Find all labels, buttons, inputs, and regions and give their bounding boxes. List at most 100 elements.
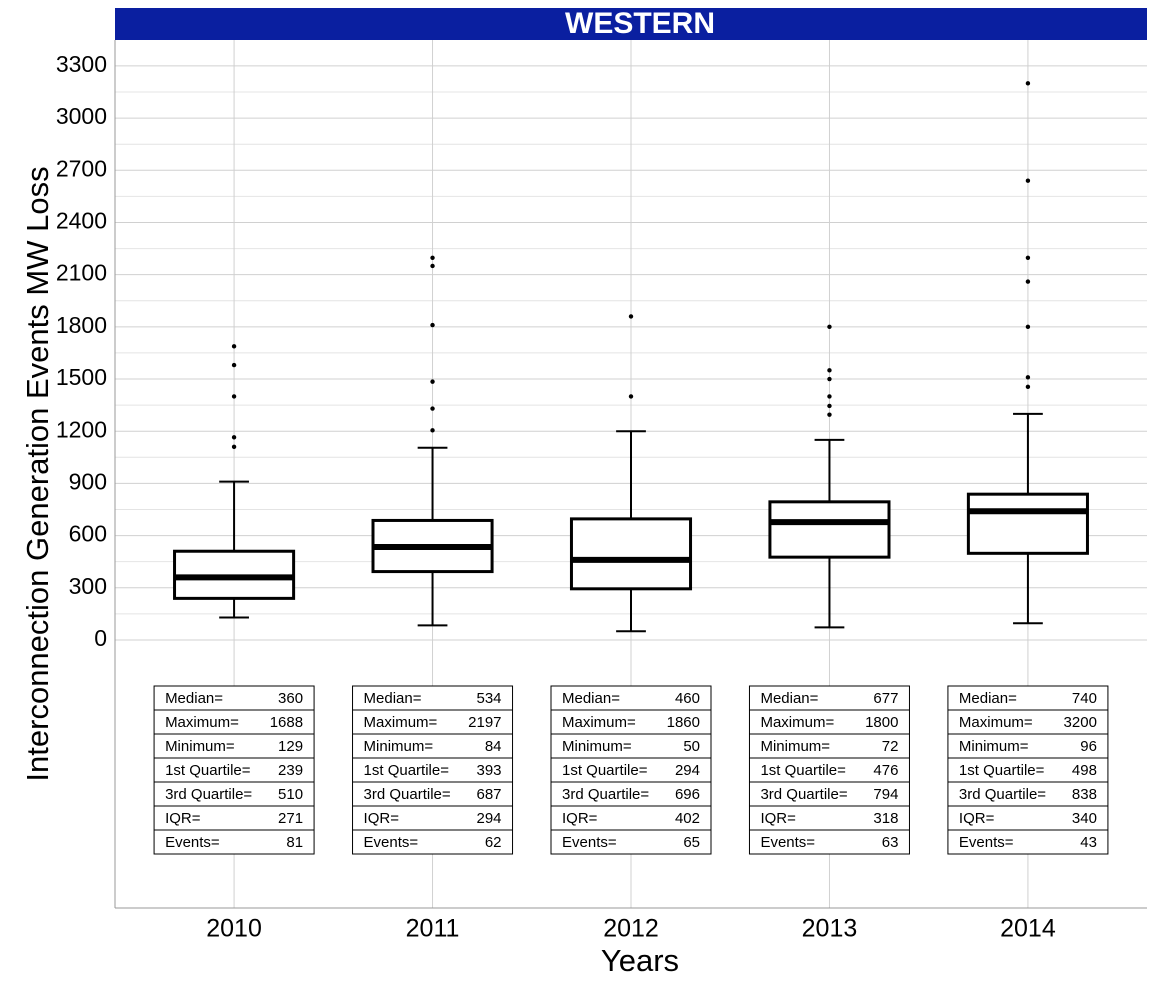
stats-table [947, 685, 1109, 855]
x-tick-label: 2012 [603, 915, 659, 943]
stat-label: Median= [364, 690, 422, 707]
y-tick-label: 300 [69, 573, 107, 599]
stat-label: Events= [364, 834, 419, 851]
stat-label: Maximum= [364, 714, 438, 731]
stats-table [153, 685, 315, 855]
stat-label: Maximum= [562, 714, 636, 731]
stat-label: 1st Quartile= [959, 762, 1045, 779]
stat-value: 534 [477, 690, 502, 707]
stat-value: 1860 [667, 714, 700, 731]
max-point [231, 344, 237, 349]
stat-label: 3rd Quartile= [959, 786, 1046, 803]
outlier [430, 263, 435, 269]
stat-value: 794 [873, 786, 898, 803]
y-tick-label: 3300 [56, 51, 107, 77]
stat-label: Maximum= [959, 714, 1033, 731]
x-tick-label: 2013 [802, 915, 858, 943]
stat-label: Minimum= [959, 738, 1029, 755]
stat-value: 360 [278, 690, 303, 707]
stat-value: 696 [675, 786, 700, 803]
stat-label: Events= [165, 834, 220, 851]
outlier [1025, 384, 1031, 390]
outlier [1025, 279, 1031, 284]
outlier [1025, 375, 1031, 380]
stat-value: 1800 [865, 714, 898, 731]
outlier [628, 394, 634, 399]
stat-label: IQR= [165, 810, 201, 827]
y-tick-label: 900 [69, 468, 107, 494]
stat-label: 1st Quartile= [364, 762, 450, 779]
box [569, 517, 693, 591]
chart-title: WESTERN [565, 7, 715, 40]
stat-label: Maximum= [760, 714, 834, 731]
stat-value: 84 [485, 738, 502, 755]
stat-value: 72 [882, 738, 899, 755]
stat-label: IQR= [959, 810, 995, 827]
max-point [628, 314, 634, 319]
stat-value: 677 [873, 690, 898, 707]
x-axis-title: Years [601, 943, 679, 978]
stat-label: IQR= [364, 810, 400, 827]
stat-label: IQR= [760, 810, 796, 827]
stat-label: Minimum= [760, 738, 830, 755]
outlier [827, 368, 832, 373]
stat-value: 63 [882, 834, 899, 851]
stats-table [352, 685, 514, 855]
stat-value: 3200 [1064, 714, 1097, 731]
y-axis-title: Interconnection Generation Events MW Los… [20, 166, 55, 781]
outlier [1025, 178, 1031, 183]
outlier [231, 362, 237, 368]
stat-label: Maximum= [165, 714, 239, 731]
stat-value: 1688 [270, 714, 303, 731]
stat-value: 838 [1072, 786, 1097, 803]
stat-label: IQR= [562, 810, 598, 827]
outlier [231, 435, 237, 440]
outlier [430, 406, 435, 411]
outlier [827, 403, 832, 409]
stat-value: 340 [1072, 810, 1097, 827]
y-tick-label: 1200 [56, 416, 107, 442]
y-tick-label: 0 [94, 625, 107, 651]
stat-value: 393 [477, 762, 502, 779]
stat-value: 740 [1072, 690, 1097, 707]
stat-value: 2197 [468, 714, 501, 731]
stat-label: Median= [165, 690, 223, 707]
stat-value: 687 [477, 786, 502, 803]
stats-table [550, 685, 712, 855]
outlier [827, 412, 832, 417]
outlier [231, 444, 237, 450]
box [768, 500, 891, 559]
stat-value: 81 [286, 834, 303, 851]
outlier [430, 428, 435, 433]
outlier [1025, 255, 1031, 260]
stat-value: 65 [683, 834, 700, 851]
stat-value: 239 [278, 762, 303, 779]
stat-value: 510 [278, 786, 303, 803]
stat-label: 3rd Quartile= [364, 786, 451, 803]
stat-label: Events= [760, 834, 815, 851]
stat-value: 129 [278, 738, 303, 755]
y-tick-label: 3000 [56, 103, 107, 129]
stat-label: Events= [959, 834, 1014, 851]
y-tick-label: 2400 [56, 208, 107, 234]
y-tick-label: 600 [69, 521, 107, 547]
stat-label: 1st Quartile= [562, 762, 648, 779]
max-point [430, 255, 435, 260]
stat-value: 318 [873, 810, 898, 827]
stat-label: 3rd Quartile= [165, 786, 252, 803]
max-point [827, 324, 832, 330]
stat-value: 294 [477, 810, 502, 827]
stat-value: 50 [683, 738, 700, 755]
stat-label: 3rd Quartile= [562, 786, 649, 803]
stat-label: Median= [760, 690, 818, 707]
stat-label: 3rd Quartile= [760, 786, 847, 803]
title-banner [115, 8, 1147, 40]
stat-value: 476 [873, 762, 898, 779]
outlier [231, 394, 237, 399]
y-tick-label: 1500 [56, 364, 107, 390]
max-point [1025, 81, 1031, 86]
stat-value: 294 [675, 762, 700, 779]
y-tick-label: 2700 [56, 155, 107, 181]
outlier [430, 379, 435, 384]
